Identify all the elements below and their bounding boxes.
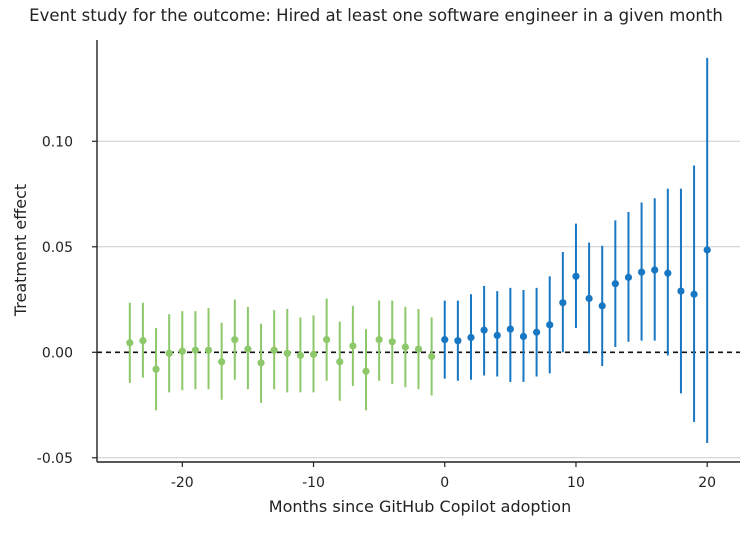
point-estimate bbox=[611, 280, 619, 288]
data-marks bbox=[126, 57, 711, 444]
point-estimate bbox=[454, 337, 462, 345]
y-axis-title: Treatment effect bbox=[11, 184, 30, 317]
chart-title: Event study for the outcome: Hired at le… bbox=[29, 6, 723, 25]
point-estimate bbox=[559, 299, 567, 307]
point-estimate bbox=[257, 359, 265, 367]
x-tick-label: 0 bbox=[440, 475, 449, 491]
point-estimate bbox=[152, 365, 160, 373]
point-estimate bbox=[336, 358, 344, 366]
point-estimate bbox=[204, 346, 213, 354]
point-estimate bbox=[191, 346, 200, 354]
point-estimate bbox=[690, 290, 698, 298]
point-estimate bbox=[218, 358, 226, 366]
point-estimate bbox=[362, 367, 370, 375]
point-estimate bbox=[637, 268, 646, 276]
tick-labels: -0.05 0.00 0.05 0.10 -20 -10 0 10 20 bbox=[37, 134, 716, 491]
x-axis-title: Months since GitHub Copilot adoption bbox=[269, 497, 571, 516]
point-estimate bbox=[506, 325, 514, 333]
axes bbox=[92, 40, 740, 467]
point-estimate bbox=[519, 332, 528, 341]
point-estimate bbox=[585, 294, 593, 303]
point-estimate bbox=[651, 266, 659, 274]
point-estimate bbox=[375, 336, 383, 344]
point-estimate bbox=[703, 246, 711, 254]
point-estimate bbox=[598, 302, 606, 310]
point-estimate bbox=[388, 338, 396, 346]
point-estimate bbox=[677, 287, 685, 295]
point-estimate bbox=[165, 349, 173, 357]
point-estimate bbox=[244, 345, 252, 353]
x-tick-label: 10 bbox=[567, 475, 585, 491]
point-estimate bbox=[231, 336, 239, 344]
y-tick-label: 0.10 bbox=[42, 134, 73, 150]
point-estimate bbox=[572, 272, 580, 280]
point-estimate bbox=[323, 336, 331, 344]
post-adoption-series bbox=[441, 57, 711, 444]
point-estimate bbox=[401, 343, 409, 351]
point-estimate bbox=[493, 331, 501, 339]
point-estimate bbox=[309, 350, 318, 358]
point-estimate bbox=[441, 336, 449, 344]
point-estimate bbox=[533, 328, 541, 336]
x-tick-label: -10 bbox=[302, 475, 325, 491]
point-estimate bbox=[428, 352, 436, 361]
point-estimate bbox=[414, 345, 423, 353]
pre-adoption-series bbox=[126, 298, 436, 411]
point-estimate bbox=[178, 347, 186, 355]
point-estimate bbox=[126, 339, 134, 347]
point-estimate bbox=[480, 326, 488, 334]
point-estimate bbox=[624, 273, 633, 281]
point-estimate bbox=[139, 337, 147, 345]
y-tick-label: 0.00 bbox=[42, 345, 73, 361]
point-estimate bbox=[467, 333, 475, 342]
y-tick-label: 0.05 bbox=[42, 240, 73, 256]
point-estimate bbox=[546, 321, 554, 329]
x-tick-label: -20 bbox=[171, 475, 194, 491]
x-tick-label: 20 bbox=[698, 475, 716, 491]
point-estimate bbox=[283, 349, 291, 357]
y-tick-label: -0.05 bbox=[37, 451, 73, 467]
point-estimate bbox=[664, 269, 672, 277]
gridlines bbox=[97, 140, 740, 459]
point-estimate bbox=[270, 346, 278, 354]
point-estimate bbox=[296, 351, 304, 360]
point-estimate bbox=[349, 342, 357, 350]
